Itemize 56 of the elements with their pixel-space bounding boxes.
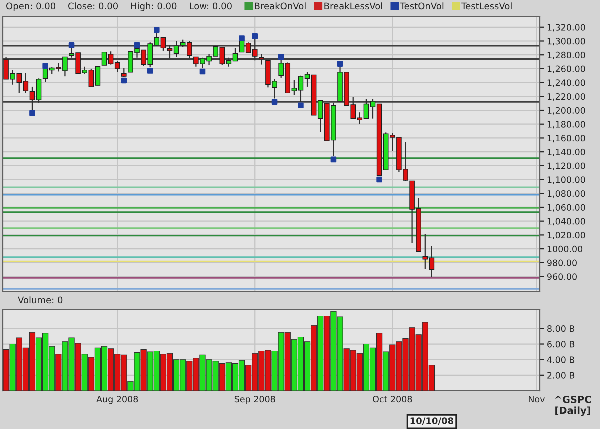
point — [252, 34, 258, 40]
y-tick-label: 1,120.00 — [548, 162, 586, 170]
point — [147, 68, 154, 74]
legend-label: TestOnVol — [400, 2, 444, 10]
point — [278, 54, 284, 60]
text: Low: 0.00 — [190, 2, 232, 10]
point — [239, 36, 245, 42]
point — [330, 156, 337, 163]
legend-label: TestLessVol — [462, 2, 512, 10]
y-tick-label: 6.00 B — [548, 341, 575, 348]
y-tick-label: 960.00 — [547, 274, 577, 280]
point — [134, 42, 140, 48]
y-tick-label: 1,240.00 — [548, 80, 586, 88]
y-tick-label: 2.00 B — [548, 372, 575, 379]
y-tick-label: 1,280.00 — [548, 52, 586, 60]
y-tick-label: 8.00 B — [548, 326, 575, 332]
candlestick — [122, 68, 127, 78]
y-tick-label: 1,100.00 — [548, 176, 586, 184]
x-tick-label: Oct 2008 — [373, 396, 412, 403]
point — [298, 102, 304, 109]
y-tick-label: 1,260.00 — [548, 66, 586, 74]
y-tick-label: 980.00 — [547, 260, 577, 266]
point — [68, 42, 75, 48]
y-tick-label: 1,180.00 — [548, 121, 586, 129]
y-tick-label: 1,020.00 — [548, 232, 586, 240]
y-tick-label: 4.00 B — [547, 356, 575, 364]
point — [376, 176, 382, 183]
point — [121, 78, 128, 84]
text: Close: 0.00 — [68, 2, 118, 10]
point — [30, 110, 36, 116]
x-tick-label: Sep 2008 — [234, 396, 276, 404]
text: Volume: 0 — [18, 296, 63, 304]
legend-label: BreakOnVol — [255, 2, 306, 10]
y-tick-label: 1,040.00 — [548, 218, 586, 226]
point — [154, 27, 160, 34]
text: ^GSPC [Daily] — [555, 396, 592, 416]
y-tick-label: 1,140.00 — [548, 148, 586, 156]
legend-label: BreakLessVol — [324, 2, 382, 10]
point — [42, 63, 48, 70]
y-tick-label: 1,220.00 — [548, 93, 586, 101]
y-tick-label: 1,060.00 — [548, 204, 586, 212]
candlestick — [259, 54, 264, 66]
point — [200, 68, 206, 75]
y-tick-label: 1000.00 — [548, 246, 583, 252]
text: High: 0.00 — [131, 2, 177, 12]
y-tick-label: 1,160.00 — [548, 135, 586, 143]
x-tick-label: Aug 2008 — [96, 396, 138, 404]
y-tick-label: 1,320.00 — [548, 24, 586, 32]
x-tick-label: Nov — [529, 396, 546, 403]
text: 10/10/08 — [410, 418, 454, 426]
text: Open: 0.00 — [6, 2, 56, 12]
point — [272, 99, 278, 106]
y-tick-label: 1,300.00 — [548, 38, 586, 46]
y-tick-label: 1,080.00 — [548, 190, 586, 198]
y-tick-label: 1,200.00 — [548, 107, 586, 115]
point — [337, 61, 344, 67]
